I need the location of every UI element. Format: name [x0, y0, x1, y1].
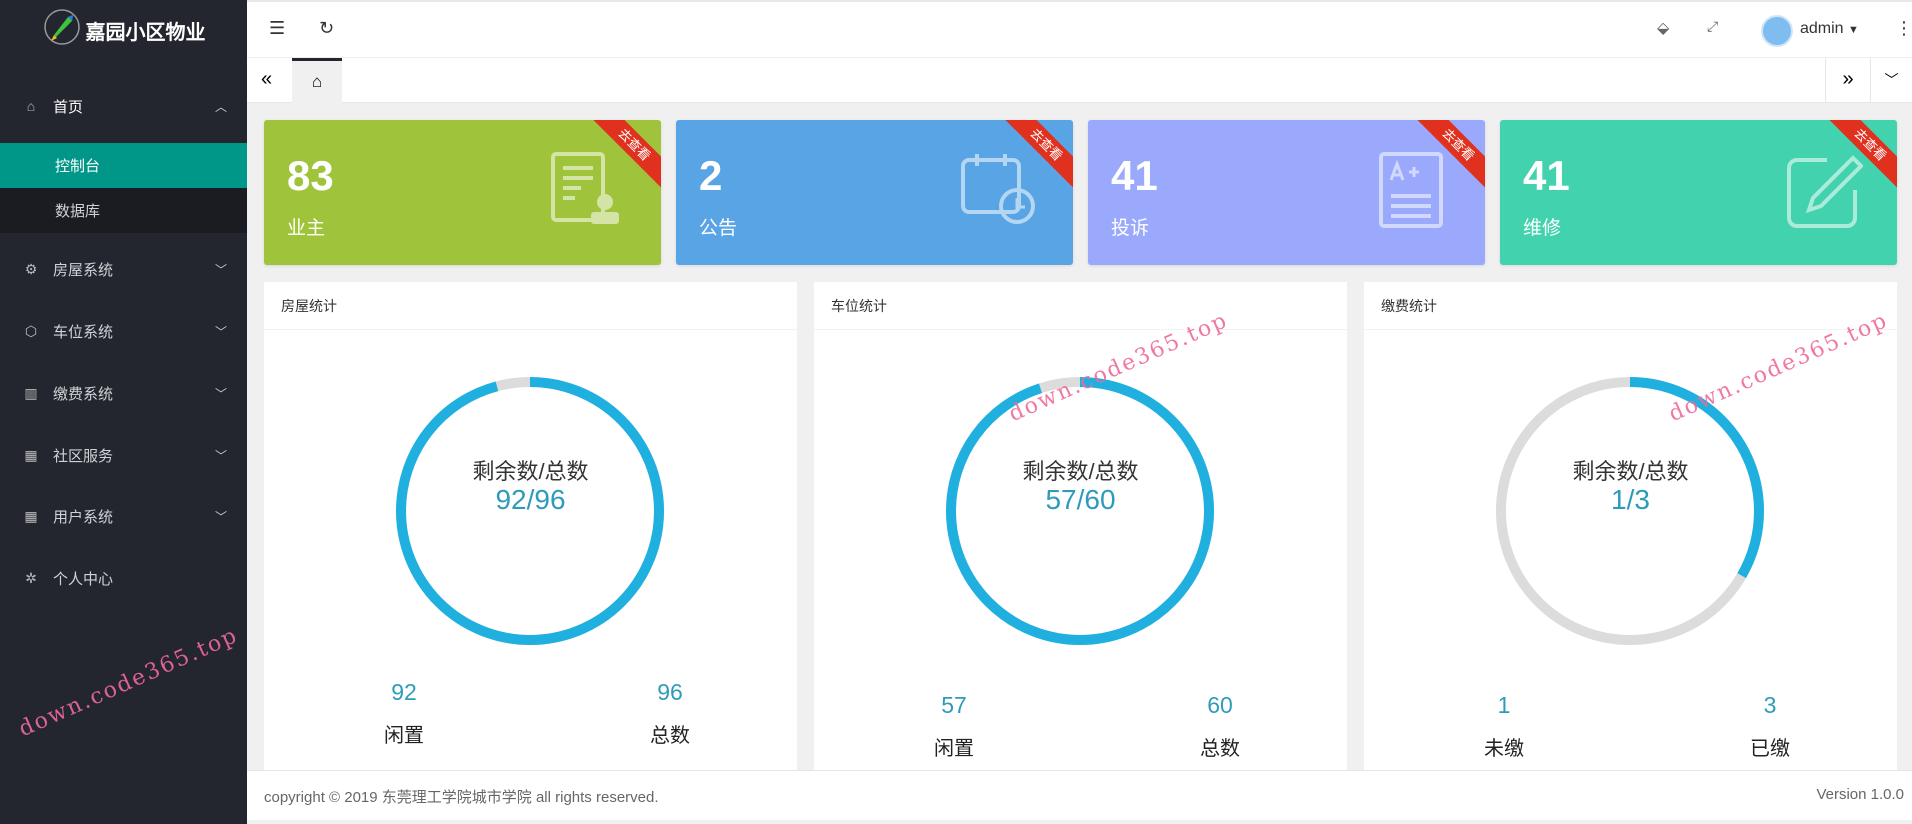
logo[interactable]: 嘉园小区物业	[0, 0, 247, 60]
center-value: 1/3	[1611, 484, 1650, 515]
tab-bar: « ⌂ » ﹀	[247, 58, 1912, 103]
grade-document-icon	[1379, 152, 1443, 228]
stat-card-0[interactable]: 83 业主 去查看	[264, 120, 661, 265]
left-stat-value: 1	[1497, 692, 1511, 718]
card-value: 2	[699, 152, 723, 199]
panel-2: 缴费统计 剩余数/总数 1/3 1 未缴 3 已缴	[1364, 282, 1897, 770]
cube-icon: ⬡	[24, 322, 38, 339]
version: Version 1.0.0	[1816, 786, 1904, 803]
sidebar-item-label: 房屋系统	[53, 261, 114, 279]
edit-icon	[1787, 155, 1863, 228]
right-stat-value: 3	[1763, 692, 1777, 718]
collapse-menu-icon[interactable]: ☰	[269, 18, 286, 38]
center-value: 57/60	[1045, 484, 1116, 515]
sidebar-item-profile[interactable]: ✲ 个人中心	[0, 553, 247, 603]
right-stat-value: 60	[1207, 692, 1233, 718]
stat-card-3[interactable]: 41 维修 去查看	[1500, 120, 1897, 265]
ring-progress	[1496, 377, 1764, 645]
footer: copyright © 2019 东莞理工学院城市学院 all rights r…	[247, 770, 1912, 820]
card-label: 公告	[699, 218, 738, 239]
card-value: 83	[287, 152, 334, 199]
card-label: 维修	[1523, 218, 1562, 239]
apps-icon: ▦	[24, 507, 38, 524]
sidebar-item-label: 社区服务	[53, 447, 114, 465]
right-stat-label: 已缴	[1750, 738, 1790, 760]
donut-chart	[1496, 377, 1764, 645]
right-stat-label: 总数	[650, 725, 690, 747]
top-header: ☰ ↻ ⬙ ⤢ admin ▼ ⋮	[247, 0, 1912, 58]
chevron-up-icon: ︿	[214, 99, 227, 114]
chevron-down-icon: ﹀	[214, 386, 227, 401]
card-label: 业主	[287, 218, 326, 239]
stat-card-2[interactable]: 41 投诉 去查看	[1088, 120, 1485, 265]
tag-icon[interactable]: ⬙	[1657, 20, 1670, 37]
scroll-left-icon[interactable]: «	[261, 68, 273, 90]
sidebar-item-label: 个人中心	[53, 570, 114, 588]
home-icon: ⌂	[311, 72, 323, 91]
ring-progress	[396, 377, 664, 645]
tab-options-icon[interactable]: ﹀	[1870, 58, 1912, 103]
gear-icon: ⚙	[24, 260, 38, 277]
panel-1: 车位统计 剩余数/总数 57/60 57 闲置 60 总数	[814, 282, 1347, 770]
tab-home[interactable]: ⌂	[292, 58, 342, 103]
left-stat-value: 92	[391, 679, 417, 705]
home-icon: ⌂	[26, 98, 36, 114]
center-value: 92/96	[495, 484, 566, 515]
ledger-icon: ▥	[24, 384, 38, 401]
app-title: 嘉园小区物业	[85, 21, 206, 44]
card-value: 41	[1111, 152, 1158, 199]
sidebar-item-database[interactable]: 数据库	[0, 188, 247, 233]
sidebar-item-community[interactable]: ▦ 社区服务 ﹀	[0, 430, 247, 480]
center-label: 剩余数/总数	[1572, 459, 1689, 484]
sidebar-item-users[interactable]: ▦ 用户系统 ﹀	[0, 491, 247, 541]
sidebar-item-payment[interactable]: ▥ 缴费系统 ﹀	[0, 368, 247, 418]
sidebar-item-dashboard[interactable]: 控制台	[0, 143, 247, 188]
caret-down-icon: ▼	[1848, 24, 1859, 36]
sidebar-item-label: 用户系统	[53, 508, 114, 526]
user-menu[interactable]: admin ▼	[1800, 20, 1859, 38]
settings-icon: ✲	[25, 569, 37, 586]
calendar-clock-icon	[961, 154, 1035, 224]
sidebar: 嘉园小区物业 ⌂ 首页 ︿ 控制台 数据库 ⚙ 房屋系统 ﹀ ⬡ 车位系统 ﹀ ▥ 缴费系统 ﹀…	[0, 0, 247, 824]
copyright: copyright © 2019 东莞理工学院城市学院 all rights r…	[264, 789, 659, 806]
chevron-down-icon: ﹀	[214, 448, 227, 463]
username: admin	[1800, 20, 1844, 37]
panel-0: 房屋统计 剩余数/总数 92/96 92 闲置 96 总数	[264, 282, 797, 770]
sidebar-item-label: 车位系统	[53, 323, 114, 341]
rocket-logo-icon	[42, 7, 82, 53]
sidebar-item-parking[interactable]: ⬡ 车位系统 ﹀	[0, 306, 247, 356]
ring-progress	[946, 377, 1214, 645]
left-stat-value: 57	[941, 692, 967, 718]
left-stat-label: 闲置	[384, 725, 424, 747]
chevron-down-icon: ﹀	[214, 262, 227, 277]
left-stat-label: 未缴	[1484, 738, 1524, 760]
donut-chart	[946, 377, 1214, 645]
sidebar-item-label: 缴费系统	[53, 385, 114, 403]
scroll-right-icon[interactable]: »	[1825, 58, 1870, 103]
right-stat-label: 总数	[1200, 738, 1240, 760]
center-label: 剩余数/总数	[1022, 459, 1139, 484]
panel-title: 房屋统计	[264, 282, 797, 330]
card-label: 投诉	[1111, 218, 1150, 239]
center-label: 剩余数/总数	[472, 459, 589, 484]
panel-title: 缴费统计	[1364, 282, 1897, 330]
card-value: 41	[1523, 152, 1570, 199]
more-vertical-icon[interactable]: ⋮	[1895, 18, 1912, 38]
stat-card-1[interactable]: 2 公告 去查看	[676, 120, 1073, 265]
chevron-down-icon: ﹀	[214, 324, 227, 339]
fullscreen-icon[interactable]: ⤢	[1707, 18, 1719, 34]
right-stat-value: 96	[657, 679, 683, 705]
sidebar-item-label: 首页	[53, 98, 84, 116]
certificate-icon	[551, 152, 619, 224]
panel-title: 车位统计	[814, 282, 1347, 330]
chevron-down-icon: ﹀	[214, 509, 227, 524]
refresh-icon[interactable]: ↻	[319, 18, 335, 38]
donut-chart	[396, 377, 664, 645]
avatar[interactable]	[1761, 15, 1793, 47]
apps-icon: ▦	[24, 446, 38, 463]
left-stat-label: 闲置	[934, 738, 974, 760]
sidebar-item-home[interactable]: ⌂ 首页 ︿	[0, 81, 247, 131]
sidebar-item-housing[interactable]: ⚙ 房屋系统 ﹀	[0, 244, 247, 294]
